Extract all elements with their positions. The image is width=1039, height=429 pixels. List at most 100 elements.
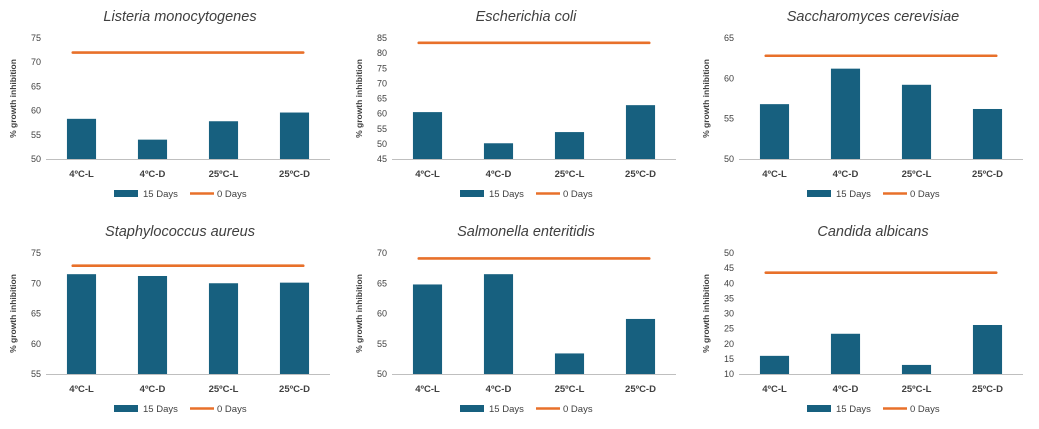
bar-15-days <box>412 284 443 374</box>
y-tick-label: 50 <box>724 154 734 164</box>
bar-15-days <box>412 112 443 159</box>
x-category-label: 25ºC-L <box>902 384 932 395</box>
x-category-label: 25ºC-D <box>972 169 1003 180</box>
chart-title: Escherichia coli <box>476 9 578 25</box>
y-tick-label: 35 <box>724 293 734 303</box>
chart-title: Salmonella enteritidis <box>457 224 595 240</box>
y-tick-label: 70 <box>31 57 41 67</box>
y-tick-label: 65 <box>31 309 41 319</box>
x-category-label: 25ºC-L <box>555 384 585 395</box>
x-category-label: 4ºC-L <box>762 384 787 395</box>
legend-label-0-days: 0 Days <box>217 189 247 200</box>
y-axis-label: % growth inhibition <box>701 274 711 353</box>
x-category-label: 25ºC-L <box>209 169 239 180</box>
y-tick-label: 70 <box>377 248 387 258</box>
x-category-label: 4ºC-L <box>415 169 440 180</box>
y-tick-label: 60 <box>724 73 734 83</box>
bar-15-days <box>972 324 1003 374</box>
legend-label-15-days: 15 Days <box>836 189 871 200</box>
x-category-label: 25ºC-L <box>902 169 932 180</box>
y-tick-label: 25 <box>724 324 734 334</box>
y-axis-label: % growth inhibition <box>354 274 364 353</box>
legend-label-15-days: 15 Days <box>489 404 524 415</box>
y-tick-label: 60 <box>31 339 41 349</box>
x-category-label: 25ºC-L <box>555 169 585 180</box>
x-category-label: 4ºC-L <box>69 169 94 180</box>
y-tick-label: 45 <box>377 154 387 164</box>
y-tick-label: 30 <box>724 309 734 319</box>
bar-15-days <box>483 274 514 374</box>
y-axis-label: % growth inhibition <box>8 274 18 353</box>
legend-swatch-15-days <box>807 190 831 197</box>
bar-15-days <box>279 282 310 374</box>
x-category-label: 4ºC-D <box>140 384 166 395</box>
y-tick-label: 50 <box>377 139 387 149</box>
y-tick-label: 70 <box>377 78 387 88</box>
chart-svg: Salmonella enteritidis % growth inhibitio… <box>354 224 676 415</box>
y-tick-label: 10 <box>724 369 734 379</box>
y-tick-label: 55 <box>377 339 387 349</box>
legend-label-15-days: 15 Days <box>143 404 178 415</box>
bar-15-days <box>759 355 790 374</box>
chart-svg: Escherichia coli % growth inhibition 45 50 5… <box>354 9 676 200</box>
y-tick-label: 75 <box>377 63 387 73</box>
y-tick-label: 65 <box>377 94 387 104</box>
x-category-label: 4ºC-L <box>762 169 787 180</box>
y-tick-label: 65 <box>724 33 734 43</box>
legend-swatch-15-days <box>807 405 831 412</box>
chart-panel-1: Listeria monocytogenes % growth inhibitio… <box>0 0 346 214</box>
x-category-label: 25ºC-L <box>209 384 239 395</box>
chart-title: Staphylococcus aureus <box>105 224 255 240</box>
chart-panel-3: Saccharomyces cerevisiae % growth inhibit… <box>693 0 1039 214</box>
x-category-label: 4ºC-L <box>415 384 440 395</box>
chart-title: Listeria monocytogenes <box>103 9 256 25</box>
legend-label-0-days: 0 Days <box>910 189 940 200</box>
y-tick-label: 65 <box>31 81 41 91</box>
x-category-label: 4ºC-L <box>69 384 94 395</box>
x-category-label: 25ºC-D <box>972 384 1003 395</box>
y-tick-label: 50 <box>724 248 734 258</box>
bar-15-days <box>279 112 310 159</box>
y-tick-label: 20 <box>724 339 734 349</box>
chart-svg: Listeria monocytogenes % growth inhibitio… <box>8 9 330 200</box>
bar-15-days <box>483 143 514 159</box>
y-tick-label: 80 <box>377 48 387 58</box>
bar-15-days <box>625 318 656 374</box>
y-tick-label: 55 <box>31 130 41 140</box>
y-tick-label: 75 <box>31 248 41 258</box>
y-tick-label: 55 <box>724 114 734 124</box>
chart-svg: Candida albicans % growth inhibition 10 15 2… <box>701 224 1023 415</box>
y-axis-label: % growth inhibition <box>8 59 18 138</box>
bar-15-days <box>830 333 861 374</box>
bar-15-days <box>137 275 168 374</box>
x-category-label: 25ºC-D <box>625 169 656 180</box>
x-category-label: 4ºC-D <box>486 169 512 180</box>
x-category-label: 4ºC-D <box>486 384 512 395</box>
y-tick-label: 55 <box>31 369 41 379</box>
chart-svg: Staphylococcus aureus % growth inhibition… <box>8 224 330 415</box>
chart-title: Saccharomyces cerevisiae <box>787 9 959 25</box>
y-tick-label: 70 <box>31 278 41 288</box>
y-tick-label: 60 <box>377 309 387 319</box>
x-category-label: 4ºC-D <box>833 384 859 395</box>
y-axis-label: % growth inhibition <box>354 59 364 138</box>
chart-svg: Saccharomyces cerevisiae % growth inhibit… <box>701 9 1023 200</box>
y-tick-label: 50 <box>31 154 41 164</box>
legend-label-15-days: 15 Days <box>836 404 871 415</box>
bar-15-days <box>972 108 1003 159</box>
bar-15-days <box>759 104 790 159</box>
y-tick-label: 45 <box>724 263 734 273</box>
y-tick-label: 85 <box>377 33 387 43</box>
bar-15-days <box>137 139 168 159</box>
legend-label-0-days: 0 Days <box>563 189 593 200</box>
y-tick-label: 55 <box>377 124 387 134</box>
bar-15-days <box>625 105 656 159</box>
y-tick-label: 60 <box>31 106 41 116</box>
bar-15-days <box>554 353 585 374</box>
bar-15-days <box>208 283 239 374</box>
chart-panel-5: Salmonella enteritidis % growth inhibitio… <box>346 215 692 429</box>
bar-15-days <box>208 121 239 159</box>
chart-title: Candida albicans <box>817 224 928 240</box>
legend-swatch-15-days <box>460 190 484 197</box>
